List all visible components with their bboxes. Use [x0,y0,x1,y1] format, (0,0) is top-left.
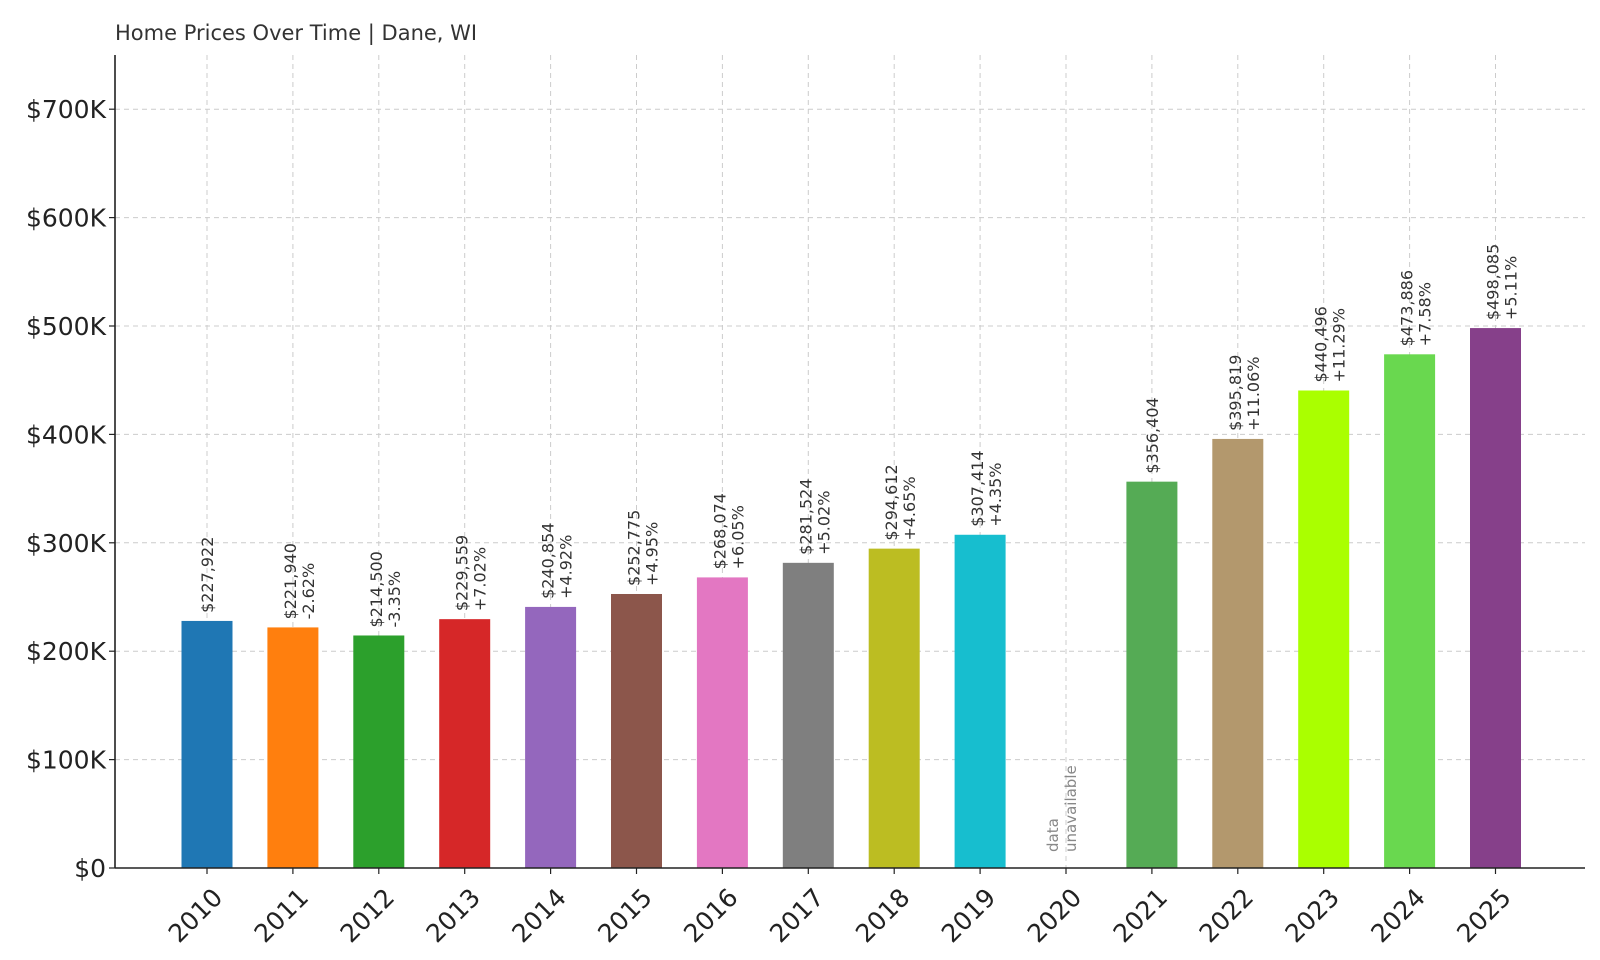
bar-2017 [782,562,834,868]
x-tick-label: 2016 [678,883,743,948]
bar-2022 [1212,438,1264,868]
change-label: -2.62% [299,563,318,620]
value-label: $229,559 [453,535,472,611]
bar-2011 [267,627,319,868]
x-tick-label: 2011 [249,883,314,948]
y-tick-label: $0 [74,854,106,883]
y-tick-label: $300K [26,529,107,558]
y-tick-label: $200K [26,637,107,666]
y-tick-label: $400K [26,420,107,449]
value-label: $498,085 [1484,244,1503,320]
bar-2010 [181,620,233,868]
bar-2021 [1126,481,1178,868]
bar-2025 [1470,328,1521,868]
value-label: $281,524 [796,478,815,554]
value-label: $240,854 [539,523,558,599]
value-label: $473,886 [1398,270,1417,346]
value-label: $395,819 [1226,355,1245,431]
data-labels: $227,922 $221,940 -2.62% $214,500 -3.35% $229… [198,244,1521,852]
value-label: $307,414 [968,450,987,526]
value-label: $356,404 [1143,397,1162,473]
chart-title: Home Prices Over Time | Dane, WI [115,21,477,46]
change-label: +7.02% [471,547,490,611]
x-tick-label: 2025 [1451,883,1516,948]
bar-2013 [439,619,491,868]
x-tick-label: 2013 [420,883,485,948]
x-tick-label: 2023 [1279,883,1344,948]
change-label: +4.35% [986,463,1005,527]
change-label: +11.29% [1330,308,1349,382]
x-tick-label: 2017 [764,883,829,948]
x-tick-label: 2020 [1022,883,1087,948]
change-label: +4.92% [557,535,576,599]
bar-2016 [696,577,748,868]
value-label: $227,922 [198,537,217,613]
y-tick-label: $700K [26,95,107,124]
x-tick-label: 2012 [335,883,400,948]
x-tick-label: 2015 [592,883,657,948]
change-label: +11.06% [1244,357,1263,431]
bar-2023 [1298,390,1350,868]
value-label: $268,074 [710,493,729,569]
bar-2014 [525,606,577,868]
bar-2012 [353,635,405,868]
x-tick-label: 2014 [506,883,571,948]
change-label: +7.58% [1416,282,1435,346]
bar-2024 [1384,354,1436,868]
change-label: +5.02% [814,491,833,555]
value-label: $214,500 [367,551,386,627]
x-tick-label: 2018 [850,883,915,948]
x-tick-label: 2022 [1194,883,1259,948]
bar-2019 [954,534,1006,868]
value-label: $294,612 [882,464,901,540]
x-tick-label: 2021 [1108,883,1173,948]
x-tick-label: 2024 [1365,883,1430,948]
bar-2015 [611,593,662,868]
value-label: $221,940 [281,543,300,619]
change-label: +6.05% [728,505,747,569]
change-label: +5.11% [1502,256,1521,320]
grid-lines [115,55,1585,868]
missing-data-label: data [1044,818,1062,852]
change-label: +4.65% [900,476,919,540]
bars [181,328,1521,868]
bar-2018 [868,548,920,868]
value-label: $252,775 [625,510,644,586]
y-tick-label: $500K [26,312,107,341]
change-label: +4.95% [643,522,662,586]
x-tick-label: 2010 [163,883,228,948]
x-tick-label: 2019 [936,883,1001,948]
value-label: $440,496 [1312,306,1331,382]
y-tick-label: $100K [26,746,107,775]
y-tick-label: $600K [26,204,107,233]
change-label: -3.35% [385,571,404,628]
missing-data-label: unavailable [1062,765,1080,852]
